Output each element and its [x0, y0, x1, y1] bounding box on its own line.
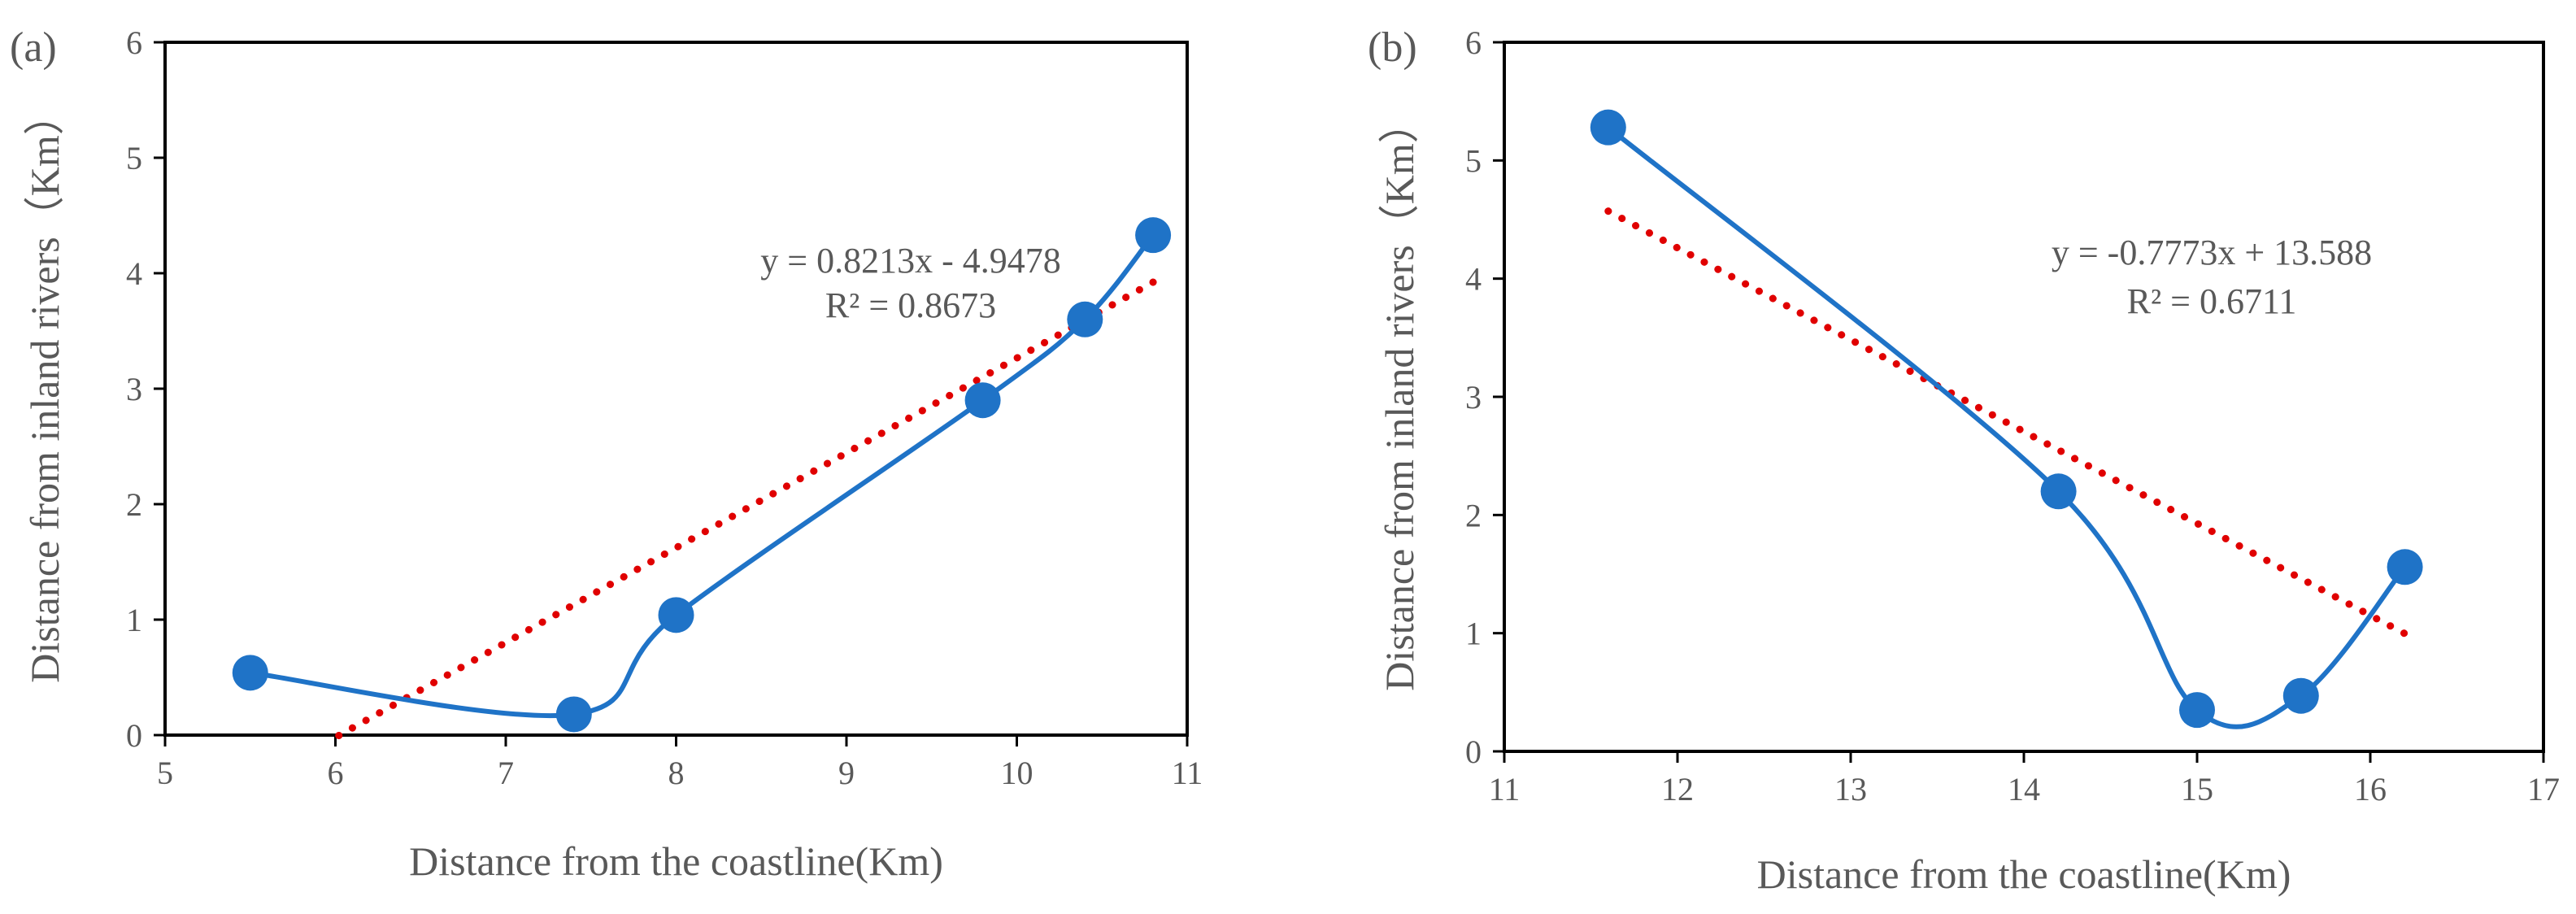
trendline-equation: y = -0.7773x + 13.588 — [2052, 233, 2372, 272]
x-tick-label: 9 — [838, 755, 855, 791]
y-tick-label: 3 — [1465, 379, 1482, 416]
y-tick-label: 4 — [1465, 261, 1482, 298]
x-tick-label: 10 — [1001, 755, 1033, 791]
x-tick-label: 15 — [2181, 771, 2213, 807]
x-tick-label: 11 — [1489, 771, 1521, 807]
y-tick-label: 1 — [126, 602, 142, 638]
trendline-r-squared: R² = 0.8673 — [825, 285, 996, 325]
y-axis-title: Distance from inland rivers（Km） — [22, 94, 67, 682]
x-tick-label: 5 — [157, 755, 173, 791]
series-line — [1606, 125, 2407, 729]
x-axis-title: Distance from the coastline(Km) — [409, 838, 943, 884]
trendline-r-squared: R² = 0.6711 — [2127, 281, 2297, 321]
x-tick-label: 8 — [668, 755, 685, 791]
data-point — [1067, 301, 1103, 337]
data-point — [232, 655, 268, 691]
series-line — [250, 233, 1155, 719]
y-tick-label: 3 — [126, 371, 142, 407]
x-tick-label: 7 — [498, 755, 514, 791]
y-tick-label: 5 — [126, 140, 142, 176]
x-tick-label: 12 — [1661, 771, 1694, 807]
data-point — [658, 597, 694, 633]
panel-label: (b) — [1368, 24, 1417, 71]
data-point — [555, 696, 592, 733]
trendline-equation: y = 0.8213x - 4.9478 — [760, 241, 1060, 281]
data-point — [2179, 692, 2215, 729]
y-tick-label: 6 — [1465, 24, 1482, 61]
y-axis-title: Distance from inland rivers（Km） — [1377, 102, 1422, 690]
y-tick-label: 5 — [1465, 142, 1482, 179]
x-tick-label: 11 — [1172, 755, 1203, 791]
panel-label: (a) — [10, 24, 57, 71]
data-point — [1135, 217, 1172, 254]
y-tick-label: 2 — [126, 486, 142, 523]
x-axis-title: Distance from the coastline(Km) — [1757, 851, 2291, 897]
x-tick-label: 13 — [1834, 771, 1867, 807]
y-tick-label: 6 — [126, 24, 142, 61]
trendline — [1604, 207, 2409, 638]
y-tick-label: 1 — [1465, 616, 1482, 652]
data-point — [2040, 473, 2077, 510]
y-tick-label: 0 — [126, 717, 142, 754]
y-tick-label: 0 — [1465, 733, 1482, 770]
y-tick-label: 2 — [1465, 497, 1482, 533]
data-point — [2387, 549, 2423, 585]
y-tick-label: 4 — [126, 255, 142, 292]
x-tick-label: 6 — [328, 755, 344, 791]
trendline — [335, 278, 1157, 740]
data-point — [964, 382, 1001, 419]
data-point — [2282, 677, 2319, 714]
plot-frame — [1503, 41, 2545, 753]
x-tick-label: 17 — [2527, 771, 2560, 807]
data-point — [1590, 109, 1626, 146]
x-tick-label: 14 — [2008, 771, 2040, 807]
x-tick-label: 16 — [2354, 771, 2387, 807]
